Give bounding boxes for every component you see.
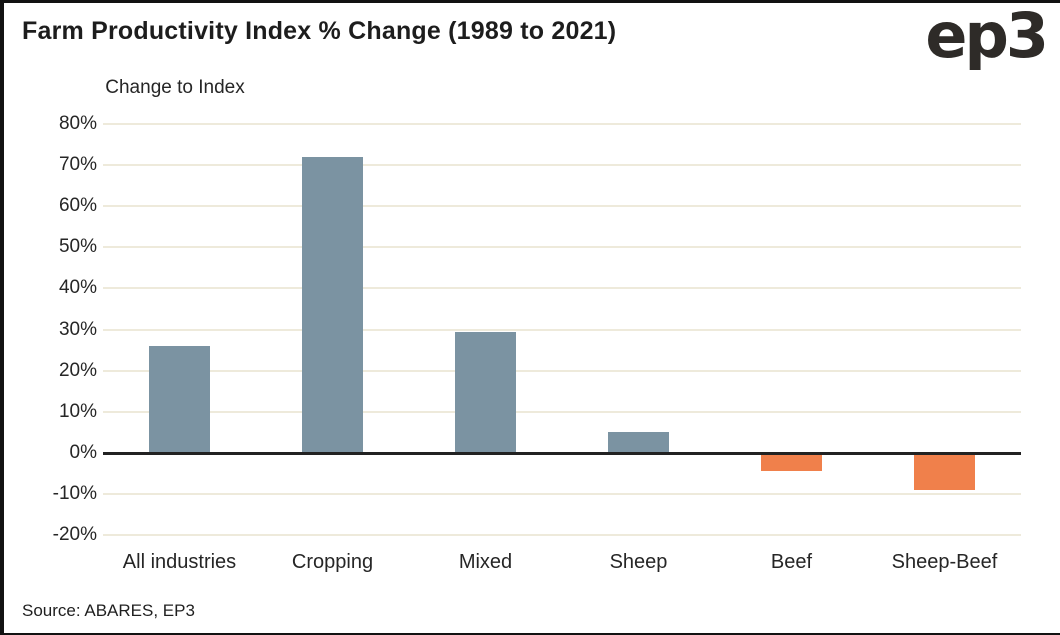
gridline bbox=[103, 369, 1021, 372]
y-tick-label: 60% bbox=[58, 195, 97, 217]
gridline bbox=[103, 492, 1021, 495]
x-axis-label: Beef bbox=[770, 551, 813, 573]
y-tick-label: 30% bbox=[58, 318, 97, 340]
gridline bbox=[103, 287, 1021, 290]
y-tick-label: 0% bbox=[69, 441, 97, 463]
chart-title: Farm Productivity Index % Change (1989 t… bbox=[22, 17, 617, 45]
gridline bbox=[103, 205, 1021, 208]
y-tick-label: -20% bbox=[52, 524, 97, 545]
x-axis-label: Sheep bbox=[609, 551, 668, 573]
gridline bbox=[103, 123, 1021, 125]
zero-axis-line bbox=[103, 451, 1021, 455]
source-note: Source: ABARES, EP3 bbox=[22, 601, 195, 620]
ep3-logo: ep3 bbox=[925, 0, 1049, 72]
y-tick-label: -10% bbox=[52, 482, 97, 504]
x-axis-label: All industries bbox=[122, 551, 237, 573]
y-tick-label: 50% bbox=[58, 236, 97, 258]
bar-sheep bbox=[608, 432, 669, 453]
y-tick-label: 70% bbox=[58, 154, 97, 176]
y-tick-label: 20% bbox=[58, 359, 97, 381]
gridline bbox=[103, 534, 1021, 536]
gridline bbox=[103, 164, 1021, 167]
x-axis-label: Mixed bbox=[458, 551, 513, 573]
gridline bbox=[103, 328, 1021, 331]
y-tick-label: 80% bbox=[58, 113, 97, 134]
x-axis-label: Sheep-Beef bbox=[891, 551, 998, 573]
y-axis-title: Change to Index bbox=[105, 77, 245, 98]
bar-cropping bbox=[302, 156, 363, 453]
gridline bbox=[103, 410, 1021, 413]
gridline bbox=[103, 246, 1021, 249]
y-tick-label: 10% bbox=[58, 400, 97, 422]
bar-beef bbox=[761, 452, 822, 472]
bar-sheep-beef bbox=[914, 452, 975, 490]
y-tick-label: 40% bbox=[58, 277, 97, 299]
bar-mixed bbox=[455, 331, 516, 453]
x-axis-label: Cropping bbox=[291, 551, 374, 573]
bar-all-industries bbox=[149, 345, 210, 453]
